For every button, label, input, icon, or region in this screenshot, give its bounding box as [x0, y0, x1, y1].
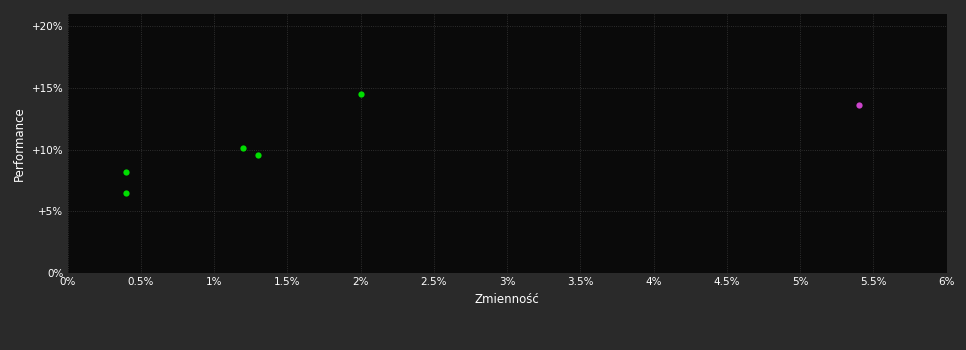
X-axis label: Zmienność: Zmienność	[474, 293, 540, 306]
Y-axis label: Performance: Performance	[14, 106, 26, 181]
